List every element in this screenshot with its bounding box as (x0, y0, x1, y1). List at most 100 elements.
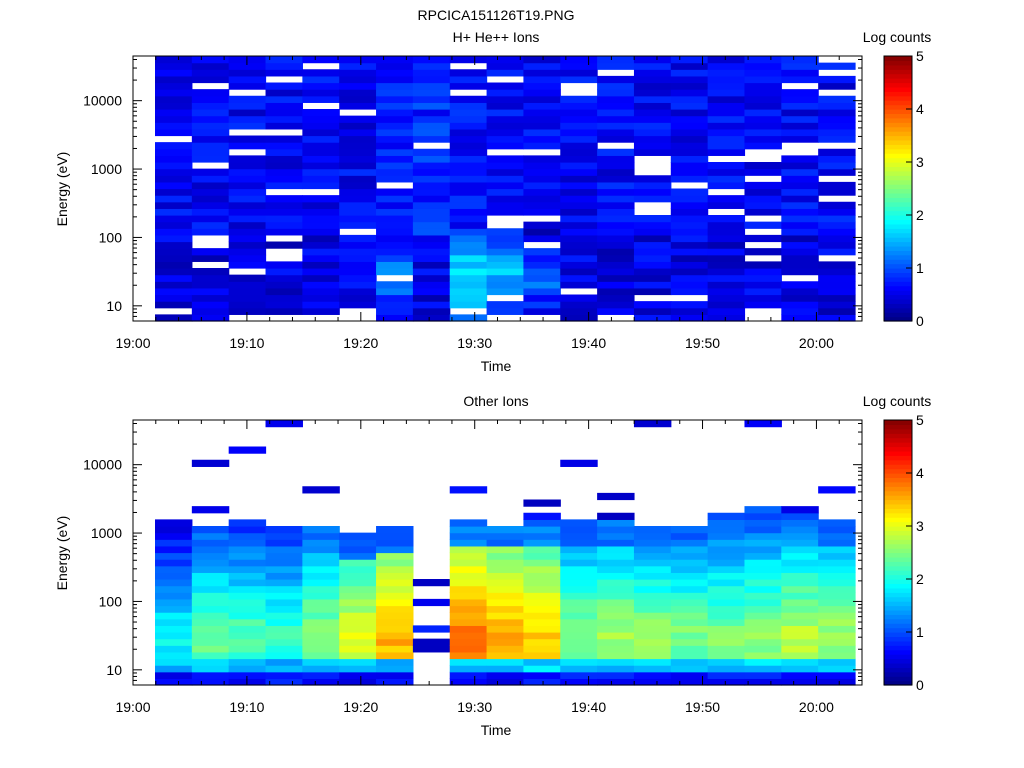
heatmap-cell (781, 585, 819, 593)
heatmap-cell (302, 142, 340, 150)
heatmap-cell (633, 221, 672, 229)
heatmap-cell (707, 314, 746, 322)
heatmap-cell (707, 142, 746, 150)
heatmap-cell (265, 632, 303, 640)
heatmap-cell (781, 234, 819, 243)
heatmap-cell (339, 268, 377, 276)
heatmap-cell (560, 307, 598, 315)
heatmap-cell (707, 254, 746, 262)
heatmap-cell (633, 420, 672, 428)
heatmap-cell (449, 665, 488, 673)
heatmap-cell (339, 234, 377, 243)
heatmap-cell (228, 665, 267, 673)
heatmap-cell (486, 632, 525, 640)
heatmap-cell (744, 69, 782, 77)
heatmap-cell (486, 552, 525, 560)
heatmap-cell (486, 645, 525, 653)
heatmap-cell (265, 69, 303, 77)
heatmap-cell (155, 651, 193, 660)
heatmap-cell (523, 195, 561, 203)
heatmap-cell (633, 241, 672, 249)
heatmap-cell (781, 155, 819, 163)
heatmap-cell (339, 612, 377, 620)
heatmap-cell (486, 175, 525, 183)
heatmap-cell (707, 281, 746, 289)
heatmap-cell (191, 301, 230, 309)
heatmap-cell (781, 605, 819, 613)
heatmap-cell (376, 526, 414, 534)
heatmap-cell (597, 221, 635, 229)
heatmap-cell (670, 175, 709, 183)
heatmap-cell (155, 579, 193, 587)
heatmap-cell (523, 612, 561, 620)
heatmap-cell (523, 281, 561, 289)
heatmap-cell (707, 168, 746, 176)
heatmap-cell (449, 274, 488, 282)
heatmap-cell (155, 102, 193, 110)
heatmap-cell (228, 638, 267, 646)
heatmap-cell (670, 89, 709, 97)
axes: 10 100 1000 10000 19:00 19:10 19:20 19:30 19:40 1… (83, 55, 863, 351)
heatmap-cell (670, 287, 709, 296)
heatmap-cell (265, 221, 303, 229)
heatmap-cell (633, 274, 672, 282)
heatmap-cell (302, 572, 340, 580)
heatmap-cell (523, 115, 561, 123)
heatmap-cell (228, 188, 267, 196)
heatmap-cell (744, 195, 782, 203)
heatmap-cell (633, 565, 672, 573)
colorbar-swatch (884, 307, 912, 313)
panel-title: Other Ions (463, 393, 528, 409)
y-tick-label: 1000 (91, 161, 122, 177)
heatmap-cell (376, 95, 414, 103)
heatmap-cell (155, 122, 193, 130)
heatmap-cell (670, 168, 709, 176)
heatmap-cell (265, 162, 303, 170)
heatmap-cell (265, 115, 303, 123)
heatmap-cell (486, 532, 525, 540)
heatmap-cell (633, 175, 672, 183)
heatmap-cell (449, 248, 488, 256)
heatmap-cell (523, 632, 561, 640)
heatmap-cell (818, 585, 856, 593)
heatmap-cell (265, 638, 303, 646)
heatmap-cell (155, 115, 193, 123)
heatmap-cell (744, 579, 782, 587)
heatmap-cell (670, 128, 709, 137)
heatmap-cell (155, 612, 193, 620)
heatmap-cell (155, 95, 193, 103)
heatmap-cell (339, 274, 377, 282)
colorbar-swatch (884, 241, 912, 247)
heatmap-cell (523, 261, 561, 269)
colorbar-swatch (884, 73, 912, 79)
heatmap-cell (191, 618, 230, 626)
heatmap-cell (670, 638, 709, 646)
colorbar-swatch (884, 468, 912, 474)
heatmap-cell (302, 612, 340, 620)
colorbar-swatch (884, 539, 912, 545)
heatmap-cell (707, 579, 746, 587)
heatmap-cell (376, 128, 414, 137)
heatmap-cell (744, 274, 782, 282)
heatmap-cell (633, 261, 672, 269)
heatmap-cell (781, 638, 819, 646)
heatmap-cell (818, 201, 856, 209)
heatmap-cell (302, 281, 340, 289)
heatmap-cell (376, 565, 414, 573)
heatmap-cell (523, 175, 561, 183)
heatmap-cell (818, 62, 856, 70)
heatmap-cell (486, 579, 525, 587)
heatmap-cell (302, 234, 340, 243)
heatmap-cell (376, 598, 414, 607)
heatmap-cell (597, 281, 635, 289)
heatmap-cell (412, 56, 451, 64)
heatmap-cell (670, 122, 709, 130)
heatmap-cell (781, 539, 819, 547)
heatmap-cell (191, 115, 230, 123)
heatmap-cell (633, 625, 672, 633)
heatmap-cell (744, 592, 782, 600)
heatmap-cell (670, 221, 709, 229)
heatmap-cell (560, 62, 598, 70)
heatmap-cell (597, 612, 635, 620)
